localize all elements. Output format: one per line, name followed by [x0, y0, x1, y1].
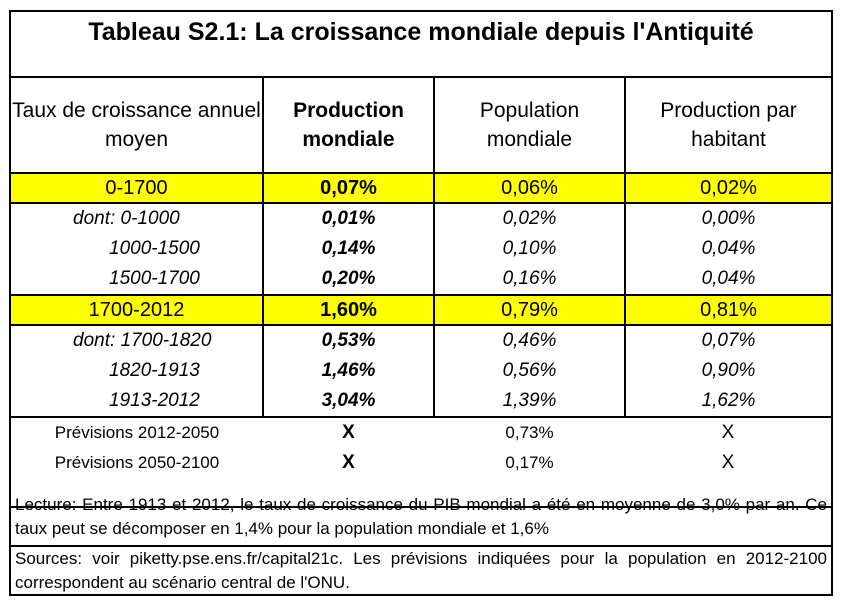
production-value: 0,01% — [262, 203, 434, 234]
population-value: 0,73% — [505, 423, 554, 442]
period-label: Prévisions 2012-2050 — [54, 423, 220, 442]
notes-section: Lecture: Entre 1913 et 2012, le taux de … — [11, 493, 831, 595]
period-label: 1000-1500 — [109, 238, 200, 259]
per-capita-value: 0,02% — [624, 173, 831, 204]
table-title: Tableau S2.1: La croissance mondiale dep… — [11, 12, 831, 78]
table-row: 1700-2012 1,60% 0,79% 0,81% — [11, 295, 831, 326]
production-value: X — [342, 422, 355, 443]
population-value: 0,06% — [433, 173, 625, 204]
population-value: 0,79% — [433, 295, 625, 326]
production-value: 1,60% — [262, 295, 434, 326]
period-label: 1820-1913 — [109, 360, 200, 381]
period-label: 1913-2012 — [11, 386, 263, 418]
period-label: 1700-2012 — [11, 295, 263, 326]
header-per-capita: Production par habitant — [624, 78, 831, 174]
production-value: 0,07% — [262, 173, 434, 204]
population-value: 0,02% — [433, 203, 625, 234]
per-capita-value: 0,81% — [624, 295, 831, 326]
table-row: 0-1700 0,07% 0,06% 0,02% — [11, 173, 831, 204]
table-row: 1913-2012 3,04% 1,39% 1,62% — [11, 386, 831, 418]
per-capita-value: 0,07% — [624, 325, 831, 356]
sources-note: Sources: voir piketty.pse.ens.fr/capital… — [15, 549, 827, 592]
table-row: 1500-1700 0,20% 0,16% 0,04% — [11, 264, 831, 296]
period-label: Prévisions 2050-2100 — [54, 453, 220, 472]
production-value: 0,14% — [262, 234, 434, 264]
production-value: 1,46% — [262, 356, 434, 386]
table-row: dont: 1700-1820 0,53% 0,46% 0,07% — [11, 325, 831, 356]
population-value: 0,10% — [433, 234, 625, 264]
population-value: 0,16% — [433, 264, 625, 296]
production-value: 0,20% — [262, 264, 434, 296]
per-capita-value: X — [721, 452, 735, 473]
production-value: 3,04% — [262, 386, 434, 418]
per-capita-value: 0,04% — [624, 234, 831, 264]
period-label: dont: 0-1000 — [73, 208, 180, 229]
spacer-row — [11, 478, 831, 508]
per-capita-value: 0,04% — [624, 264, 831, 296]
header-production: Production mondiale — [262, 78, 434, 174]
per-capita-value: 1,62% — [624, 386, 831, 418]
period-label: 1500-1700 — [11, 264, 263, 296]
per-capita-value: X — [721, 422, 735, 443]
per-capita-value: 0,90% — [624, 356, 831, 386]
per-capita-value: 0,00% — [624, 203, 831, 234]
table-row: 1820-1913 1,46% 0,56% 0,90% — [11, 356, 831, 386]
population-value: 1,39% — [433, 386, 625, 418]
period-label: dont: 1700-1820 — [73, 330, 212, 351]
lecture-note: Lecture: Entre 1913 et 2012, le taux de … — [11, 493, 831, 547]
growth-table: Taux de croissance annuel moyen Producti… — [11, 78, 831, 508]
table-row: Prévisions 2012-2050 X 0,73% X — [11, 417, 831, 448]
table-row: 1000-1500 0,14% 0,10% 0,04% — [11, 234, 831, 264]
production-value: X — [342, 452, 355, 473]
table-row: Prévisions 2050-2100 X 0,17% X — [11, 448, 831, 478]
period-label: 0-1700 — [11, 173, 263, 204]
table-frame: Tableau S2.1: La croissance mondiale dep… — [9, 10, 833, 596]
header-population: Population mondiale — [433, 78, 625, 174]
table-row: dont: 0-1000 0,01% 0,02% 0,00% — [11, 203, 831, 234]
header-row: Taux de croissance annuel moyen Producti… — [11, 78, 831, 174]
population-value: 0,46% — [433, 325, 625, 356]
population-value: 0,17% — [505, 453, 554, 472]
population-value: 0,56% — [433, 356, 625, 386]
header-period: Taux de croissance annuel moyen — [11, 78, 263, 174]
production-value: 0,53% — [262, 325, 434, 356]
